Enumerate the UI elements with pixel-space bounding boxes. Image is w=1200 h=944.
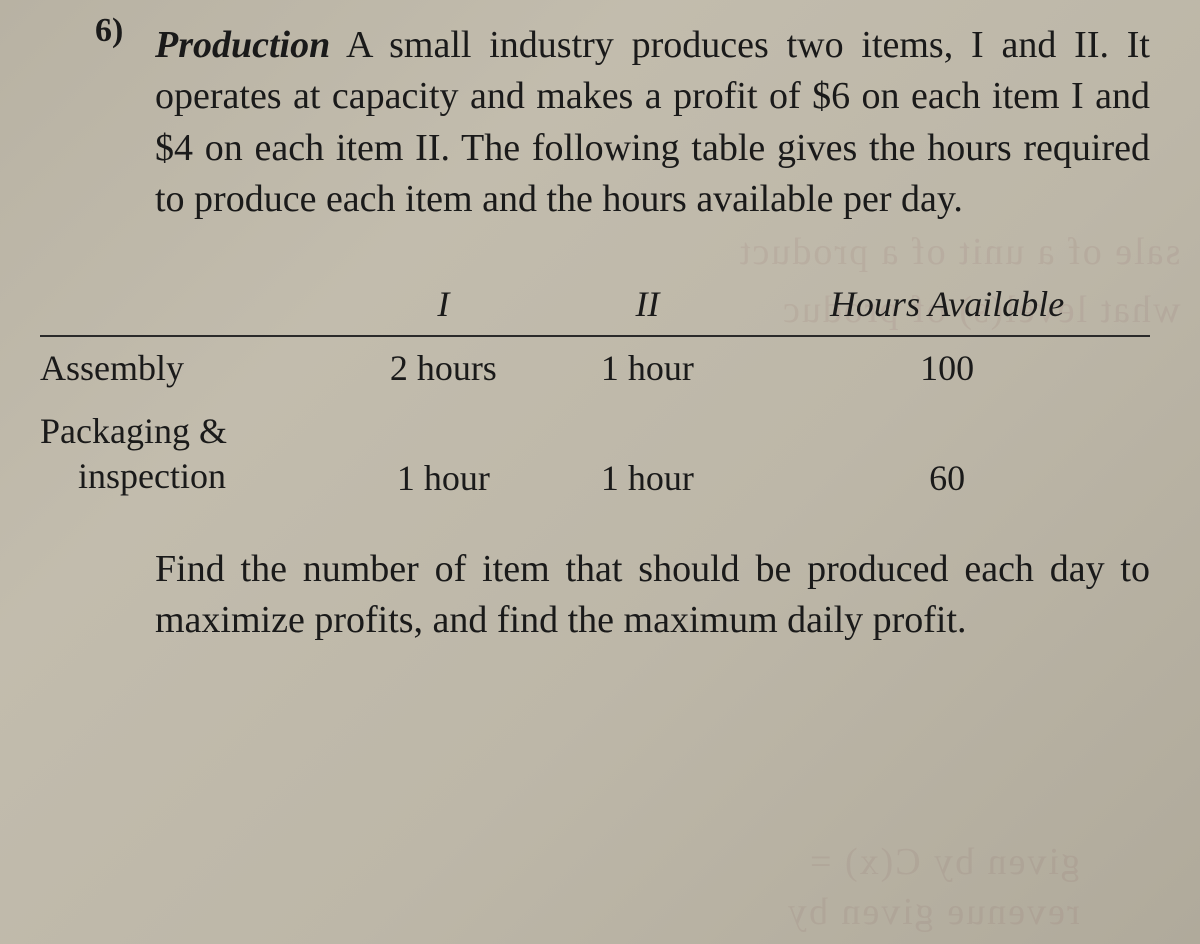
row-label-line1: Assembly (40, 348, 184, 388)
table-header-row: I II Hours Available (40, 275, 1150, 336)
table-row: Assembly 2 hours 1 hour 100 (40, 336, 1150, 399)
table-row: Packaging & inspection 1 hour 1 hour 60 (40, 399, 1150, 509)
ghost-text: given by C(x) = (808, 840, 1080, 884)
table-cell: 1 hour (336, 399, 551, 509)
table-cell: 1 hour (551, 336, 745, 399)
constraints-table-wrap: I II Hours Available Assembly 2 hours 1 … (40, 275, 1150, 509)
table-header-col1: I (336, 275, 551, 336)
table-header-blank (40, 275, 336, 336)
table-cell: 60 (744, 399, 1150, 509)
problem-block: 6) Production A small industry produces … (100, 20, 1150, 647)
row-label-line1: Packaging & (40, 411, 227, 451)
table-header-col2: II (551, 275, 745, 336)
ghost-text: revenue given by (786, 890, 1080, 934)
table-cell: 100 (744, 336, 1150, 399)
problem-closing: Find the number of item that should be p… (155, 544, 1150, 647)
constraints-table: I II Hours Available Assembly 2 hours 1 … (40, 275, 1150, 509)
table-cell: 2 hours (336, 336, 551, 399)
page: sale of a unit of a product what level(s… (0, 0, 1200, 944)
row-label-line2: inspection (40, 454, 318, 499)
problem-title: Production (155, 24, 330, 66)
problem-number: 6) (95, 12, 123, 50)
table-row-label: Assembly (40, 336, 336, 399)
table-row-label: Packaging & inspection (40, 399, 336, 509)
table-cell: 1 hour (551, 399, 745, 509)
problem-intro: Production A small industry produces two… (155, 20, 1150, 225)
table-header-col3: Hours Available (744, 275, 1150, 336)
